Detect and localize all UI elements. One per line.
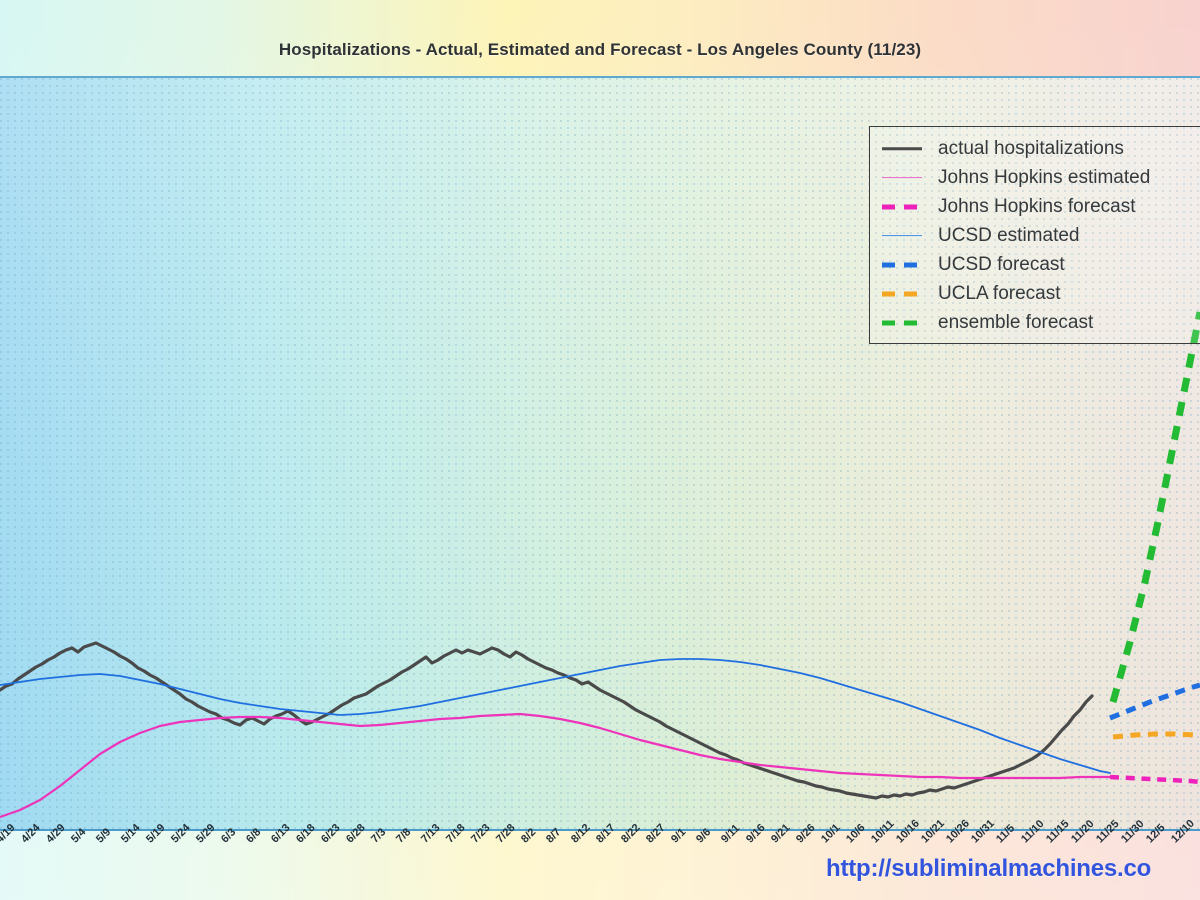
title-band: Hospitalizations - Actual, Estimated and… <box>0 0 1200 76</box>
series-line <box>1109 311 1200 703</box>
x-axis-tick-label: 5/4 <box>69 826 89 846</box>
x-axis-tick-label: 8/2 <box>519 826 539 846</box>
x-axis-tick-label: 9/6 <box>694 826 714 846</box>
series-line <box>1109 774 1200 785</box>
legend-item[interactable]: UCLA forecast <box>870 279 1200 308</box>
legend-line-icon <box>882 142 922 156</box>
legend-line-icon <box>882 316 922 330</box>
legend-item-label: UCSD estimated <box>938 224 1080 246</box>
series-line <box>0 641 1094 800</box>
series-line <box>0 712 1112 819</box>
legend-item-label: actual hospitalizations <box>938 137 1124 159</box>
legend-item[interactable]: UCSD estimated <box>870 221 1200 250</box>
legend-item-label: ensemble forecast <box>938 311 1094 333</box>
x-axis-tick-label: 7/8 <box>394 826 414 846</box>
legend-item[interactable]: actual hospitalizations <box>870 134 1200 163</box>
x-axis-tick-label: 7/3 <box>369 826 389 846</box>
legend: actual hospitalizations Johns Hopkins est… <box>869 126 1200 344</box>
legend-item-label: UCLA forecast <box>938 282 1061 304</box>
series-line <box>1112 731 1200 740</box>
x-axis-tick-label: 6/8 <box>244 826 264 846</box>
watermark-link[interactable]: http://subliminalmachines.co <box>826 855 1152 882</box>
legend-item-label: UCSD forecast <box>938 253 1065 275</box>
legend-item-label: Johns Hopkins forecast <box>938 195 1136 217</box>
x-axis-tick-label: 8/7 <box>544 826 564 846</box>
legend-item[interactable]: Johns Hopkins forecast <box>870 192 1200 221</box>
legend-line-icon <box>882 287 922 301</box>
legend-item[interactable]: ensemble forecast <box>870 308 1200 337</box>
legend-line-icon <box>882 171 922 185</box>
x-axis-tick-label: 6/3 <box>219 826 239 846</box>
legend-line-icon <box>882 229 922 243</box>
legend-item-label: Johns Hopkins estimated <box>938 166 1151 188</box>
legend-line-icon <box>882 200 922 214</box>
series-line <box>0 658 1111 774</box>
legend-line-icon <box>882 258 922 272</box>
x-axis-tick-label: 9/1 <box>669 826 689 846</box>
page-title: Hospitalizations - Actual, Estimated and… <box>278 40 922 59</box>
series-canvas <box>0 311 1200 819</box>
legend-item[interactable]: Johns Hopkins estimated <box>870 163 1200 192</box>
series-line <box>1109 682 1200 721</box>
x-axis-tick-label: 5/9 <box>94 826 114 846</box>
legend-item[interactable]: UCSD forecast <box>870 250 1200 279</box>
